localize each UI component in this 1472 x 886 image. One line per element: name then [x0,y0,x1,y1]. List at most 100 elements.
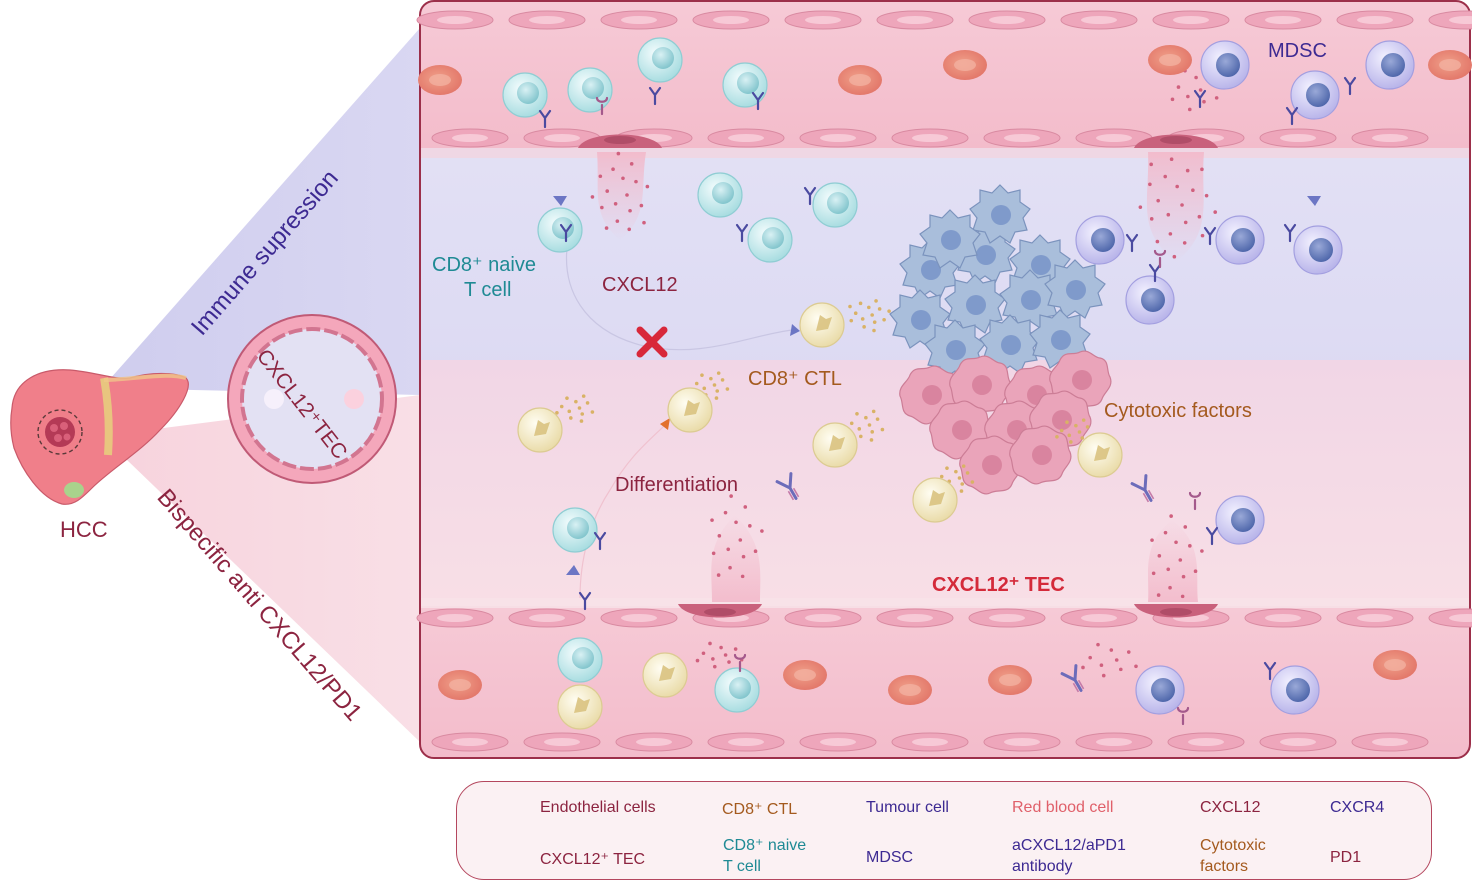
molecule-dot [695,658,700,663]
molecule-dot [1119,667,1123,672]
molecule-dot [1185,168,1190,173]
molecule-dot [634,179,638,184]
legend-label-naive-2: T cell [723,858,761,875]
molecule-dot [702,386,707,391]
molecule-dot [859,434,863,439]
molecule-dot [862,325,866,329]
legend-label-rbc: Red blood cell [1012,799,1114,816]
cytotoxic-factors-label: Cytotoxic factors [1104,400,1252,422]
mdsc-icon [1270,665,1320,715]
molecule-dot [700,373,704,377]
endothelial-cell-icon [1075,732,1153,752]
molecule-dot [1069,440,1073,444]
molecule-dot [1101,673,1106,678]
red-blood-cell-icon [438,670,482,700]
molecule-dot [872,320,877,324]
naive-t-cell-icon [567,67,613,113]
mdsc-icon [1290,70,1340,120]
molecule-dot [616,151,621,156]
molecule-dot [748,524,752,528]
molecule-dot [715,389,720,393]
molecule-dot [848,304,852,309]
molecule-dot [1088,655,1092,660]
molecule-dot [1188,544,1192,548]
molecule-dot [611,167,615,172]
molecule-dot [629,162,634,166]
molecule-dot [869,438,874,442]
mdsc-label: MDSC [1268,40,1327,62]
cd8-ctl-icon [642,652,688,698]
molecule-dot [711,551,716,556]
molecule-dot [882,317,886,322]
legend [456,781,1432,880]
molecule-dot [753,549,758,554]
cd8-ctl-icon [812,422,858,468]
endothelial-cell-icon [1152,10,1230,30]
endothelial-cell-icon [416,10,494,30]
molecule-dot [1174,540,1178,545]
molecule-dot [569,416,573,420]
molecule-dot [1081,418,1086,422]
molecule-dot [849,421,854,426]
molecule-dot [734,520,738,525]
molecule-dot [604,226,609,230]
molecule-dot [743,505,748,509]
red-blood-cell-icon [943,50,987,80]
molecule-dot [1077,430,1082,434]
mdsc-icon [1075,215,1125,265]
endothelial-cell-icon [784,608,862,628]
molecule-dot [875,417,880,421]
molecule-dot [1163,174,1168,179]
molecule-dot [714,396,719,400]
endothelial-cell-icon [1351,732,1429,752]
molecule-dot [590,195,595,199]
legend-label-cytotoxic-2: factors [1200,858,1249,875]
molecule-dot [965,471,970,475]
molecule-dot [598,174,603,179]
endothelial-cell-icon [983,128,1061,148]
molecule-dot [957,476,962,480]
molecule-dot [1213,210,1218,214]
endothelial-cell-icon [799,732,877,752]
cd8-ctl-icon [799,302,845,348]
molecule-dot [1099,663,1104,668]
molecule-dot [960,482,965,486]
molecule-dot [1169,157,1174,162]
molecule-dot [605,189,610,193]
molecule-dot [860,317,865,321]
molecule-dot [1191,188,1195,193]
arrowhead-icon [566,565,580,575]
molecule-dot [577,406,582,410]
legend-label-cxcr4: CXCR4 [1330,799,1385,816]
legend-label-antibody-2: antibody [1012,858,1073,875]
molecule-dot [709,376,713,381]
molecule-dot [1200,167,1204,172]
molecule-dot [1155,239,1160,244]
molecule-dot [1074,423,1078,428]
cxcl12-label: CXCL12 [602,274,678,296]
molecule-dot [1200,549,1204,553]
molecule-dot [567,409,572,414]
molecule-dot [853,311,858,316]
molecule-dot [1126,650,1131,654]
endothelial-cell-icon [1259,732,1337,752]
molecule-dot [625,193,629,197]
molecule-dot [1166,212,1171,217]
molecule-dot [1183,525,1188,529]
molecule-dot [970,480,975,484]
endothelial-cell-icon [968,10,1046,30]
molecule-dot [600,205,604,210]
molecule-dot [701,651,706,656]
endothelial-cell-icon [1244,608,1322,628]
molecule-dot [716,573,721,577]
molecule-dot [1168,232,1173,236]
arrowhead-icon [1307,196,1321,206]
endothelial-cell-icon [1167,732,1245,752]
molecule-dot [1085,425,1090,429]
molecule-dot [1134,664,1138,669]
legend-label-endothelial: Endothelial cells [540,799,656,816]
differentiation-label: Differentiation [615,474,739,496]
molecule-dot [1187,107,1192,112]
cd8-ctl-icon [1077,432,1123,478]
